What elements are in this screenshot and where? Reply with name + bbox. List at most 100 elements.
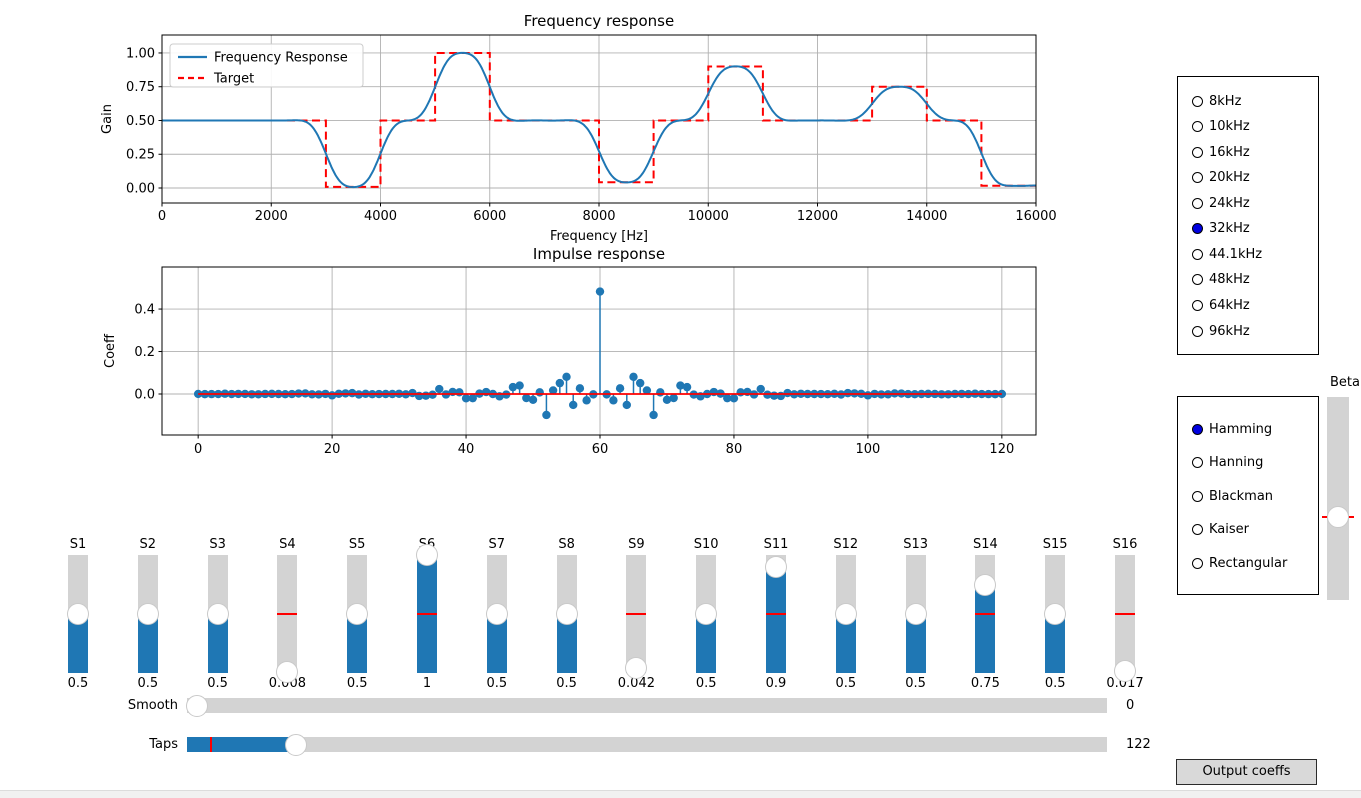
- band-slider-track[interactable]: [276, 555, 299, 684]
- beta-slider-label: Beta: [1330, 375, 1360, 390]
- band-slider-track[interactable]: [1044, 555, 1067, 673]
- band-slider-init-marker: [277, 613, 298, 615]
- stem-marker: [729, 394, 739, 403]
- band-slider-label: S9: [628, 537, 645, 552]
- band-slider-track[interactable]: [67, 555, 89, 673]
- band-slider-value: 0.5: [1044, 676, 1066, 691]
- band-slider-handle[interactable]: [974, 573, 997, 596]
- band-slider-fill: [766, 566, 786, 673]
- x-axis-label: Frequency [Hz]: [550, 229, 648, 244]
- x-tick-label: 16000: [1015, 209, 1056, 224]
- y-tick-label: 0.0: [134, 388, 155, 403]
- band-slider-handle[interactable]: [695, 603, 718, 625]
- sample-rate-option-16kHz[interactable]: 16kHz: [1192, 142, 1250, 162]
- beta-slider-track[interactable]: [1322, 397, 1354, 600]
- sample-rate-option-44.1kHz[interactable]: 44.1kHz: [1192, 244, 1262, 264]
- smooth-slider-handle[interactable]: [186, 694, 208, 717]
- band-slider-track[interactable]: [765, 555, 787, 673]
- smooth-slider-label: Smooth: [127, 698, 178, 713]
- band-slider-track[interactable]: [136, 555, 159, 673]
- band-slider-handle[interactable]: [136, 603, 159, 625]
- band-slider-S12: S12 0.5: [816, 537, 876, 692]
- beta-slider-handle[interactable]: [1327, 506, 1349, 528]
- band-slider-S7: S7 0.5: [467, 537, 527, 692]
- band-slider-handle[interactable]: [346, 603, 369, 625]
- sample-rate-option-48kHz[interactable]: 48kHz: [1192, 270, 1250, 290]
- output-coeffs-button[interactable]: Output coeffs: [1176, 759, 1317, 785]
- band-slider-handle[interactable]: [834, 603, 857, 625]
- band-slider-track[interactable]: [834, 555, 857, 673]
- band-slider-track[interactable]: [485, 555, 508, 673]
- stem-marker: [535, 388, 544, 397]
- stem-marker: [408, 388, 417, 398]
- plot-title: Impulse response: [533, 245, 665, 263]
- band-slider-fill: [696, 614, 717, 673]
- band-slider-track[interactable]: [555, 555, 578, 673]
- stem-marker: [656, 388, 665, 397]
- band-slider-label: S4: [279, 537, 296, 552]
- band-slider-handle[interactable]: [276, 661, 299, 684]
- band-slider-S10: S10 0.5: [676, 537, 736, 692]
- band-slider-track[interactable]: [206, 555, 229, 673]
- window-option-Kaiser[interactable]: Kaiser: [1192, 520, 1249, 540]
- stem-marker: [569, 400, 578, 410]
- frequency-response-plot: 0 2000 4000 6000 8000 10000 12000 14000 16000 0.0…: [100, 12, 1057, 244]
- sample-rate-option-label: 24kHz: [1209, 195, 1250, 211]
- smooth-slider-track[interactable]: [186, 694, 1107, 717]
- legend-label: Target: [213, 72, 254, 87]
- window-option-Blackman[interactable]: Blackman: [1192, 486, 1273, 506]
- radio-dot-icon: [1192, 146, 1203, 158]
- x-tick-label: 14000: [906, 209, 947, 224]
- radio-dot-icon: [1192, 172, 1203, 184]
- band-slider-S2: S2 0.5: [118, 537, 178, 692]
- x-tick-label: 10000: [688, 209, 729, 224]
- stem-marker: [522, 393, 531, 403]
- band-slider-track[interactable]: [1114, 555, 1136, 682]
- smooth-slider-value: 0: [1126, 698, 1135, 713]
- band-slider-handle[interactable]: [765, 555, 787, 578]
- x-tick-label: 80: [726, 442, 743, 457]
- window-option-Rectangular[interactable]: Rectangular: [1192, 553, 1287, 573]
- band-slider-handle[interactable]: [67, 603, 89, 625]
- sample-rate-option-10kHz[interactable]: 10kHz: [1192, 117, 1250, 137]
- band-slider-track[interactable]: [695, 555, 718, 673]
- band-slider-label: S12: [833, 537, 859, 552]
- stem-marker: [555, 378, 565, 388]
- stem-marker: [783, 388, 792, 398]
- band-slider-handle[interactable]: [1114, 660, 1136, 682]
- band-slider-track[interactable]: [974, 555, 997, 673]
- window-option-Hanning[interactable]: Hanning: [1192, 453, 1263, 473]
- band-slider-init-marker: [626, 613, 647, 615]
- x-tick-label: 100: [855, 442, 880, 457]
- taps-slider-track[interactable]: [187, 733, 1107, 756]
- band-slider-handle[interactable]: [625, 657, 648, 679]
- x-tick-label: 2000: [255, 209, 288, 224]
- band-slider-value: 0.017: [1106, 676, 1144, 691]
- stem-marker: [723, 393, 732, 403]
- y-tick-label: 0.25: [126, 148, 155, 163]
- band-slider-track[interactable]: [625, 555, 648, 679]
- band-slider-track[interactable]: [346, 555, 369, 673]
- band-slider-handle[interactable]: [416, 544, 438, 566]
- band-slider-value: 0.5: [695, 676, 717, 691]
- sample-rate-option-96kHz[interactable]: 96kHz: [1192, 321, 1250, 341]
- band-slider-handle[interactable]: [206, 603, 229, 625]
- band-slider-track[interactable]: [904, 555, 927, 673]
- sample-rate-option-20kHz[interactable]: 20kHz: [1192, 168, 1250, 188]
- band-slider-handle[interactable]: [904, 603, 927, 625]
- stem-marker: [435, 384, 444, 394]
- window-option-Hamming[interactable]: Hamming: [1192, 419, 1272, 439]
- sample-rate-option-label: 96kHz: [1209, 323, 1250, 339]
- sample-rate-option-label: 20kHz: [1209, 170, 1250, 186]
- taps-slider-handle[interactable]: [285, 733, 307, 756]
- band-slider-handle[interactable]: [485, 603, 508, 625]
- sample-rate-option-32kHz[interactable]: 32kHz: [1192, 219, 1250, 239]
- band-slider-handle[interactable]: [1044, 603, 1067, 625]
- band-slider-track[interactable]: [416, 544, 438, 673]
- sample-rate-option-64kHz[interactable]: 64kHz: [1192, 295, 1250, 315]
- sample-rate-option-8kHz[interactable]: 8kHz: [1192, 91, 1241, 111]
- band-slider-handle[interactable]: [555, 603, 578, 625]
- band-slider-label: S2: [139, 537, 157, 552]
- legend-label: Frequency Response: [214, 51, 348, 66]
- sample-rate-option-24kHz[interactable]: 24kHz: [1192, 193, 1250, 213]
